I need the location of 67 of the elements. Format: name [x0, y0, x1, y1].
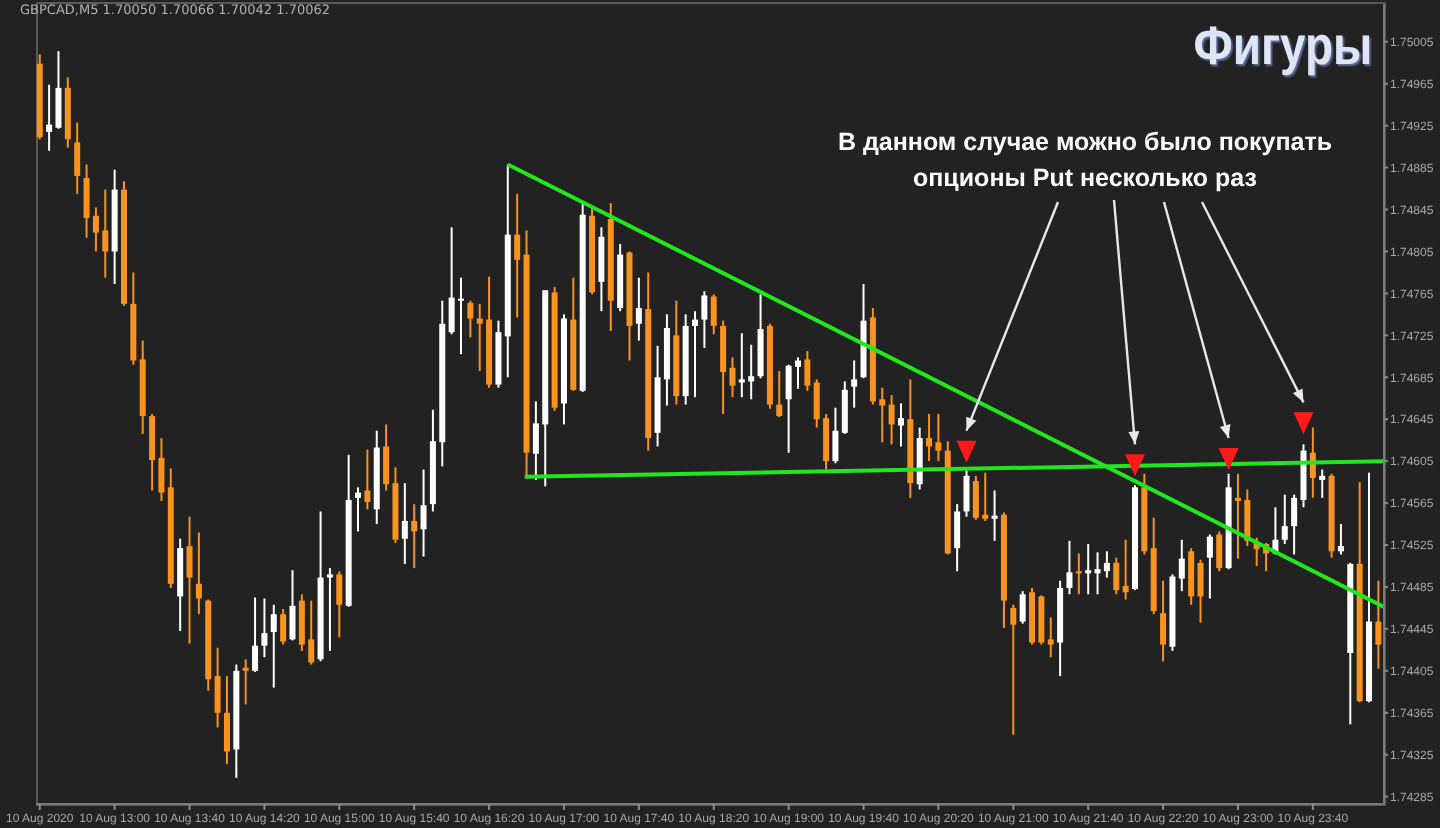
candlestick: [1188, 547, 1195, 606]
candlestick: [214, 646, 221, 729]
candlestick: [701, 290, 708, 349]
point: [1218, 448, 1239, 470]
annotation: В данном случае можно было покупать опционы Put несколько раз: [835, 126, 1335, 196]
candlestick: [1178, 538, 1185, 593]
candlestick: [776, 369, 783, 419]
candlestick: [355, 486, 362, 533]
point: [1293, 412, 1314, 435]
candlestick: [270, 603, 277, 689]
candlestick: [289, 569, 296, 642]
candlestick: [467, 299, 474, 339]
candlestick: [692, 310, 699, 399]
point: [956, 440, 977, 463]
candlestick: [598, 226, 605, 313]
point: [1124, 454, 1145, 477]
candlestick: [336, 570, 343, 639]
candlestick: [888, 394, 895, 446]
candlestick: [804, 350, 811, 392]
candlestick: [720, 319, 727, 415]
candlestick: [364, 448, 371, 511]
candlestick: [149, 412, 156, 492]
candlestick: [841, 380, 848, 435]
candlestick: [1019, 590, 1026, 625]
candlestick: [963, 469, 970, 518]
candlestick: [1103, 550, 1110, 579]
candlestick: [1281, 493, 1288, 545]
candlestick: [1010, 603, 1017, 736]
candlestick: [457, 276, 464, 356]
candlestick: [1319, 468, 1326, 499]
candlestick: [420, 468, 427, 558]
candlestick: [242, 658, 249, 706]
candlestick: [710, 293, 717, 336]
candlestick: [916, 426, 923, 491]
candlestick: [926, 412, 933, 463]
candlestick: [186, 515, 193, 645]
chart-title: Фигуры: [1193, 16, 1372, 78]
candlestick: [635, 276, 642, 342]
candlestick: [1206, 533, 1213, 600]
candlestick: [223, 675, 230, 766]
candlestick: [954, 503, 961, 573]
candlestick: [1113, 556, 1120, 596]
candlestick: [252, 596, 259, 673]
candlestick: [1337, 523, 1344, 556]
candlestick: [46, 83, 53, 152]
candlestick: [74, 121, 81, 195]
candlestick: [1075, 552, 1082, 596]
candlestick: [1066, 539, 1073, 596]
candlestick: [514, 192, 521, 319]
candlestick: [261, 597, 268, 659]
candlestick: [326, 567, 333, 652]
candlestick: [280, 607, 287, 646]
candlestick: [1085, 542, 1092, 596]
candlestick: [411, 503, 418, 570]
candlestick: [1216, 530, 1223, 573]
candlestick: [757, 293, 764, 380]
candlestick: [1197, 558, 1204, 624]
candlestick: [401, 482, 408, 565]
candlestick: [991, 489, 998, 542]
candlestick: [1047, 616, 1054, 659]
candlestick: [1160, 579, 1167, 663]
candlestick: [851, 359, 858, 409]
candlestick: [1375, 579, 1382, 670]
candlestick: [832, 406, 839, 465]
candlestick: [1122, 538, 1129, 601]
candlestick: [897, 402, 904, 448]
candlestick: [195, 531, 202, 616]
